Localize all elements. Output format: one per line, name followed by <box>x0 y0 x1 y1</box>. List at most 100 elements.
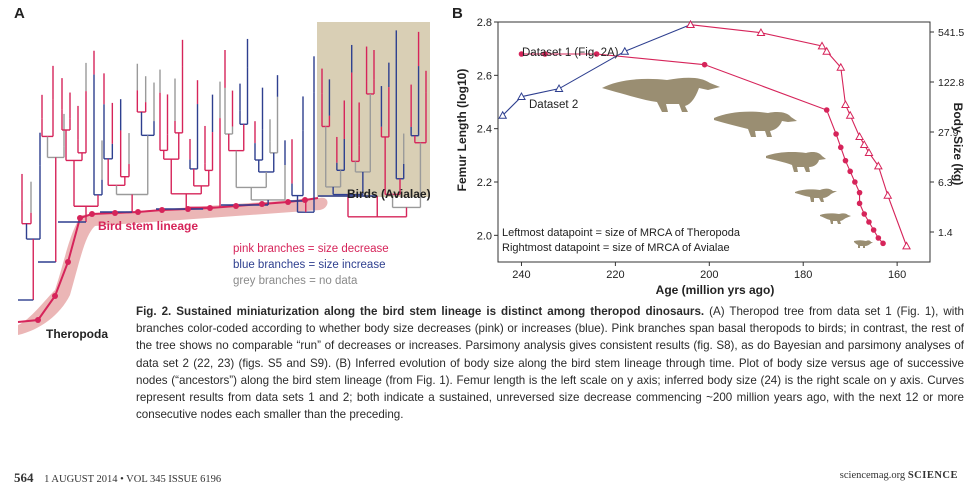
journal-brand: SCIENCE <box>907 470 958 481</box>
series-point <box>518 51 525 57</box>
caption-title: Fig. 2. Sustained miniaturization along … <box>136 305 705 318</box>
legend-grey: grey branches = no data <box>233 275 358 287</box>
page-number: 564 <box>14 470 34 485</box>
series-point <box>554 84 564 93</box>
x-tick-label: 160 <box>888 269 906 281</box>
stem-node <box>185 206 191 212</box>
series-point <box>498 110 508 119</box>
series-point <box>852 179 858 185</box>
stem-node <box>135 209 141 215</box>
panel-a-letter: A <box>14 5 25 22</box>
x-tick-label: 240 <box>512 269 530 281</box>
series-point <box>859 140 869 149</box>
series-point <box>593 51 600 57</box>
stem-spine <box>17 197 319 323</box>
note-leftmost: Leftmost datapoint = size of MRCA of The… <box>502 227 741 239</box>
y-right-tick-label: 1.4 <box>938 227 953 239</box>
stem-node <box>207 205 213 211</box>
y-tick-label: 2.4 <box>477 124 492 136</box>
x-tick-label: 220 <box>606 269 624 281</box>
series-line <box>690 24 908 247</box>
figure-caption: Fig. 2. Sustained miniaturization along … <box>14 303 964 423</box>
series-point <box>847 168 853 175</box>
series-point <box>845 110 855 119</box>
y-tick-label: 2.6 <box>477 70 492 82</box>
stem-node <box>259 201 265 207</box>
y-tick-label: 2.0 <box>477 230 492 242</box>
stem-lineage-band <box>18 197 328 335</box>
issue-info: 1 AUGUST 2014 • VOL 345 ISSUE 6196 <box>44 474 222 485</box>
y-right-tick-label: 6.3 <box>938 177 953 189</box>
series-point <box>856 189 863 196</box>
x-axis-title: Age (million yrs ago) <box>656 283 775 297</box>
stem-node <box>159 207 165 213</box>
y-right-tick-label: 27.9 <box>938 127 959 139</box>
dataset1-label: Dataset 1 (Fig. 2A) <box>522 47 619 59</box>
y-axis-title-right: Body Size (kg) <box>951 103 965 186</box>
series-point <box>823 107 830 113</box>
site-url: sciencemag.org <box>839 470 906 481</box>
series-point <box>517 92 526 101</box>
silhouette-bird <box>854 240 873 248</box>
y-tick-label: 2.8 <box>477 17 492 29</box>
tree-branches <box>17 30 427 323</box>
series-point <box>756 28 766 37</box>
series-point <box>837 144 844 151</box>
stem-node <box>112 210 118 216</box>
stem-node <box>285 199 291 205</box>
legend-pink: pink branches = size decrease <box>233 243 389 255</box>
stem-node <box>35 317 41 323</box>
plot-frame <box>497 21 931 263</box>
series-point <box>883 190 893 199</box>
stem-node <box>77 215 83 221</box>
series-point <box>856 200 863 207</box>
footer-left: 564 1 AUGUST 2014 • VOL 345 ISSUE 6196 <box>14 470 221 486</box>
note-rightmost: Rightmost datapoint = size of MRCA of Av… <box>502 242 730 254</box>
footer-right: sciencemag.org SCIENCE <box>840 470 958 481</box>
y-right-tick-label: 122.8 <box>938 77 964 89</box>
series-point <box>686 20 695 29</box>
series-point <box>875 235 882 241</box>
series-point <box>822 46 832 55</box>
series-point <box>864 148 874 157</box>
y-right-tick-label: 541.5 <box>938 27 964 39</box>
stem-lineage-label: Bird stem lineage <box>98 219 199 233</box>
stem-node <box>52 293 58 299</box>
y-tick-label: 2.2 <box>477 177 492 189</box>
silhouette-medium-theropod <box>714 111 797 137</box>
stem-node <box>89 211 95 217</box>
series-point <box>841 100 850 109</box>
stem-node <box>65 259 71 265</box>
series-point <box>836 62 846 71</box>
series-point <box>701 61 708 68</box>
series-point <box>861 211 868 217</box>
panel-b-chart: 240 220 200 180 160 2.0 2.2 2.4 2.6 2.8 541.5 122.8… <box>455 17 965 297</box>
legend-blue: blue branches = size increase <box>233 259 386 271</box>
dataset2-label: Dataset 2 <box>529 99 578 111</box>
series-point <box>902 241 911 250</box>
caption-body: (A) Theropod tree from data set 1 (Fig. … <box>136 305 964 422</box>
stem-node <box>302 197 308 203</box>
birds-label: Birds (Avialae) <box>347 187 431 201</box>
silhouette-smaller-theropod <box>795 188 837 202</box>
series-point <box>620 46 630 55</box>
birds-highlight-box <box>317 22 430 197</box>
y-axis-title-left: Femur Length (log10) <box>455 69 469 192</box>
series-point <box>873 161 883 170</box>
series-point <box>870 227 877 233</box>
series-point <box>880 240 886 247</box>
x-tick-label: 180 <box>794 269 812 281</box>
stem-node <box>233 203 239 209</box>
series-point <box>833 131 839 137</box>
series-point <box>842 157 849 164</box>
silhouette-large-theropod <box>602 77 720 112</box>
x-tick-label: 200 <box>700 269 718 281</box>
series-point <box>866 219 872 225</box>
panel-a-tree <box>17 22 430 335</box>
series-point <box>542 51 548 57</box>
silhouette-tiny-theropod <box>820 213 851 224</box>
stem-nodes <box>35 197 308 323</box>
series-point <box>817 41 827 50</box>
silhouette-small-theropod <box>766 152 826 172</box>
panel-b-letter: B <box>452 5 463 22</box>
